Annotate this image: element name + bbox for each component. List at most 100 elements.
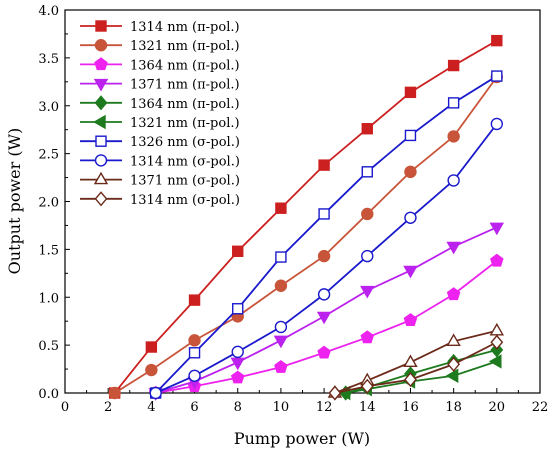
data-point bbox=[447, 174, 460, 187]
x-tick-label: 12 bbox=[316, 400, 333, 415]
x-tick-label: 20 bbox=[489, 400, 506, 415]
legend-label: 1371 nm (σ-pol.) bbox=[130, 174, 240, 189]
legend-marker bbox=[94, 154, 108, 167]
data-point bbox=[445, 368, 459, 383]
legend-marker bbox=[94, 57, 108, 71]
data-point bbox=[404, 86, 417, 99]
x-tick-label: 8 bbox=[234, 400, 242, 415]
data-point bbox=[231, 345, 244, 359]
y-axis-title: Output power (W) bbox=[5, 128, 24, 275]
data-point bbox=[490, 334, 504, 350]
data-point bbox=[361, 123, 373, 135]
data-point bbox=[274, 360, 288, 373]
data-point bbox=[404, 129, 417, 142]
data-point bbox=[447, 97, 460, 109]
series-4 bbox=[148, 222, 505, 401]
x-tick-label: 4 bbox=[147, 400, 155, 415]
legend-label: 1364 nm (π-pol.) bbox=[130, 97, 240, 112]
data-point bbox=[404, 211, 417, 224]
data-point bbox=[446, 241, 461, 255]
data-point bbox=[188, 294, 201, 306]
data-point bbox=[274, 320, 288, 334]
legend-item: 1321 nm (π-pol.) bbox=[80, 114, 240, 131]
data-point bbox=[188, 369, 201, 382]
series-8 bbox=[149, 117, 504, 400]
x-tick-label: 18 bbox=[445, 400, 462, 415]
data-point bbox=[188, 347, 201, 359]
data-point bbox=[491, 70, 503, 82]
x-tick-label: 16 bbox=[402, 400, 419, 415]
series-10 bbox=[328, 334, 504, 401]
legend-item: 1314 nm (σ-pol.) bbox=[80, 191, 240, 208]
data-point bbox=[274, 279, 288, 292]
x-tick-label: 2 bbox=[104, 400, 112, 415]
data-point bbox=[447, 356, 461, 372]
y-tick-label: 3.5 bbox=[38, 52, 59, 67]
legend-item: 1364 nm (π-pol.) bbox=[80, 57, 240, 73]
x-tick-label: 0 bbox=[61, 400, 69, 415]
legend-label: 1326 nm (σ-pol.) bbox=[130, 135, 240, 150]
legend-label: 1371 nm (π-pol.) bbox=[130, 78, 240, 93]
series-line bbox=[334, 341, 498, 394]
legend-marker bbox=[94, 191, 108, 207]
legend-item: 1314 nm (π-pol.) bbox=[80, 20, 240, 35]
series-line bbox=[113, 39, 498, 394]
data-point bbox=[317, 288, 331, 301]
y-tick-label: 4.0 bbox=[38, 4, 59, 19]
data-point bbox=[360, 330, 375, 344]
data-point bbox=[447, 130, 460, 143]
data-point bbox=[488, 354, 502, 369]
x-tick-label: 10 bbox=[273, 400, 290, 415]
legend-label: 1314 nm (π-pol.) bbox=[130, 20, 240, 35]
data-point bbox=[318, 208, 330, 220]
legend-item: 1326 nm (σ-pol.) bbox=[80, 135, 240, 150]
data-point bbox=[490, 342, 504, 358]
y-tick-label: 1.0 bbox=[38, 291, 59, 306]
legend-label: 1321 nm (π-pol.) bbox=[130, 39, 240, 54]
series-line bbox=[114, 76, 498, 394]
data-point bbox=[404, 372, 417, 388]
data-point bbox=[489, 222, 505, 236]
data-point bbox=[232, 245, 244, 257]
series-1 bbox=[108, 34, 503, 399]
data-point bbox=[490, 253, 504, 267]
legend-label: 1364 nm (π-pol.) bbox=[130, 58, 240, 73]
data-point bbox=[275, 251, 287, 263]
legend-label: 1321 nm (π-pol.) bbox=[130, 116, 240, 131]
data-point bbox=[489, 322, 505, 336]
data-point bbox=[403, 354, 418, 368]
legend-marker bbox=[95, 135, 107, 147]
y-tick-label: 0.0 bbox=[38, 387, 59, 402]
series-layer bbox=[108, 34, 505, 401]
legend-marker bbox=[94, 95, 108, 111]
data-point bbox=[318, 159, 330, 171]
legend-marker bbox=[93, 114, 106, 130]
data-point bbox=[230, 357, 245, 371]
y-tick-label: 0.5 bbox=[38, 339, 59, 354]
series-line bbox=[155, 260, 498, 394]
data-point bbox=[275, 202, 287, 214]
x-axis-title: Pump power (W) bbox=[234, 429, 370, 448]
data-point bbox=[328, 385, 342, 401]
legend-marker bbox=[94, 39, 108, 52]
data-point bbox=[149, 386, 162, 400]
legend-item: 1364 nm (π-pol.) bbox=[80, 95, 240, 112]
x-tick-label: 22 bbox=[532, 400, 549, 415]
legend-marker bbox=[93, 78, 109, 92]
legend-item: 1371 nm (σ-pol.) bbox=[80, 171, 240, 189]
legend-item: 1321 nm (π-pol.) bbox=[80, 39, 240, 54]
data-point bbox=[232, 303, 244, 315]
data-point bbox=[360, 285, 375, 299]
x-tick-label: 14 bbox=[359, 400, 376, 415]
data-point bbox=[491, 34, 503, 47]
data-point bbox=[317, 249, 331, 263]
data-point bbox=[361, 249, 374, 263]
y-tick-label: 1.5 bbox=[38, 243, 59, 258]
data-point bbox=[145, 341, 158, 353]
legend-item: 1371 nm (π-pol.) bbox=[80, 78, 240, 93]
data-point bbox=[403, 265, 418, 279]
legend-label: 1314 nm (σ-pol.) bbox=[130, 193, 240, 208]
legend-item: 1314 nm (σ-pol.) bbox=[80, 154, 240, 169]
series-9 bbox=[327, 322, 505, 398]
